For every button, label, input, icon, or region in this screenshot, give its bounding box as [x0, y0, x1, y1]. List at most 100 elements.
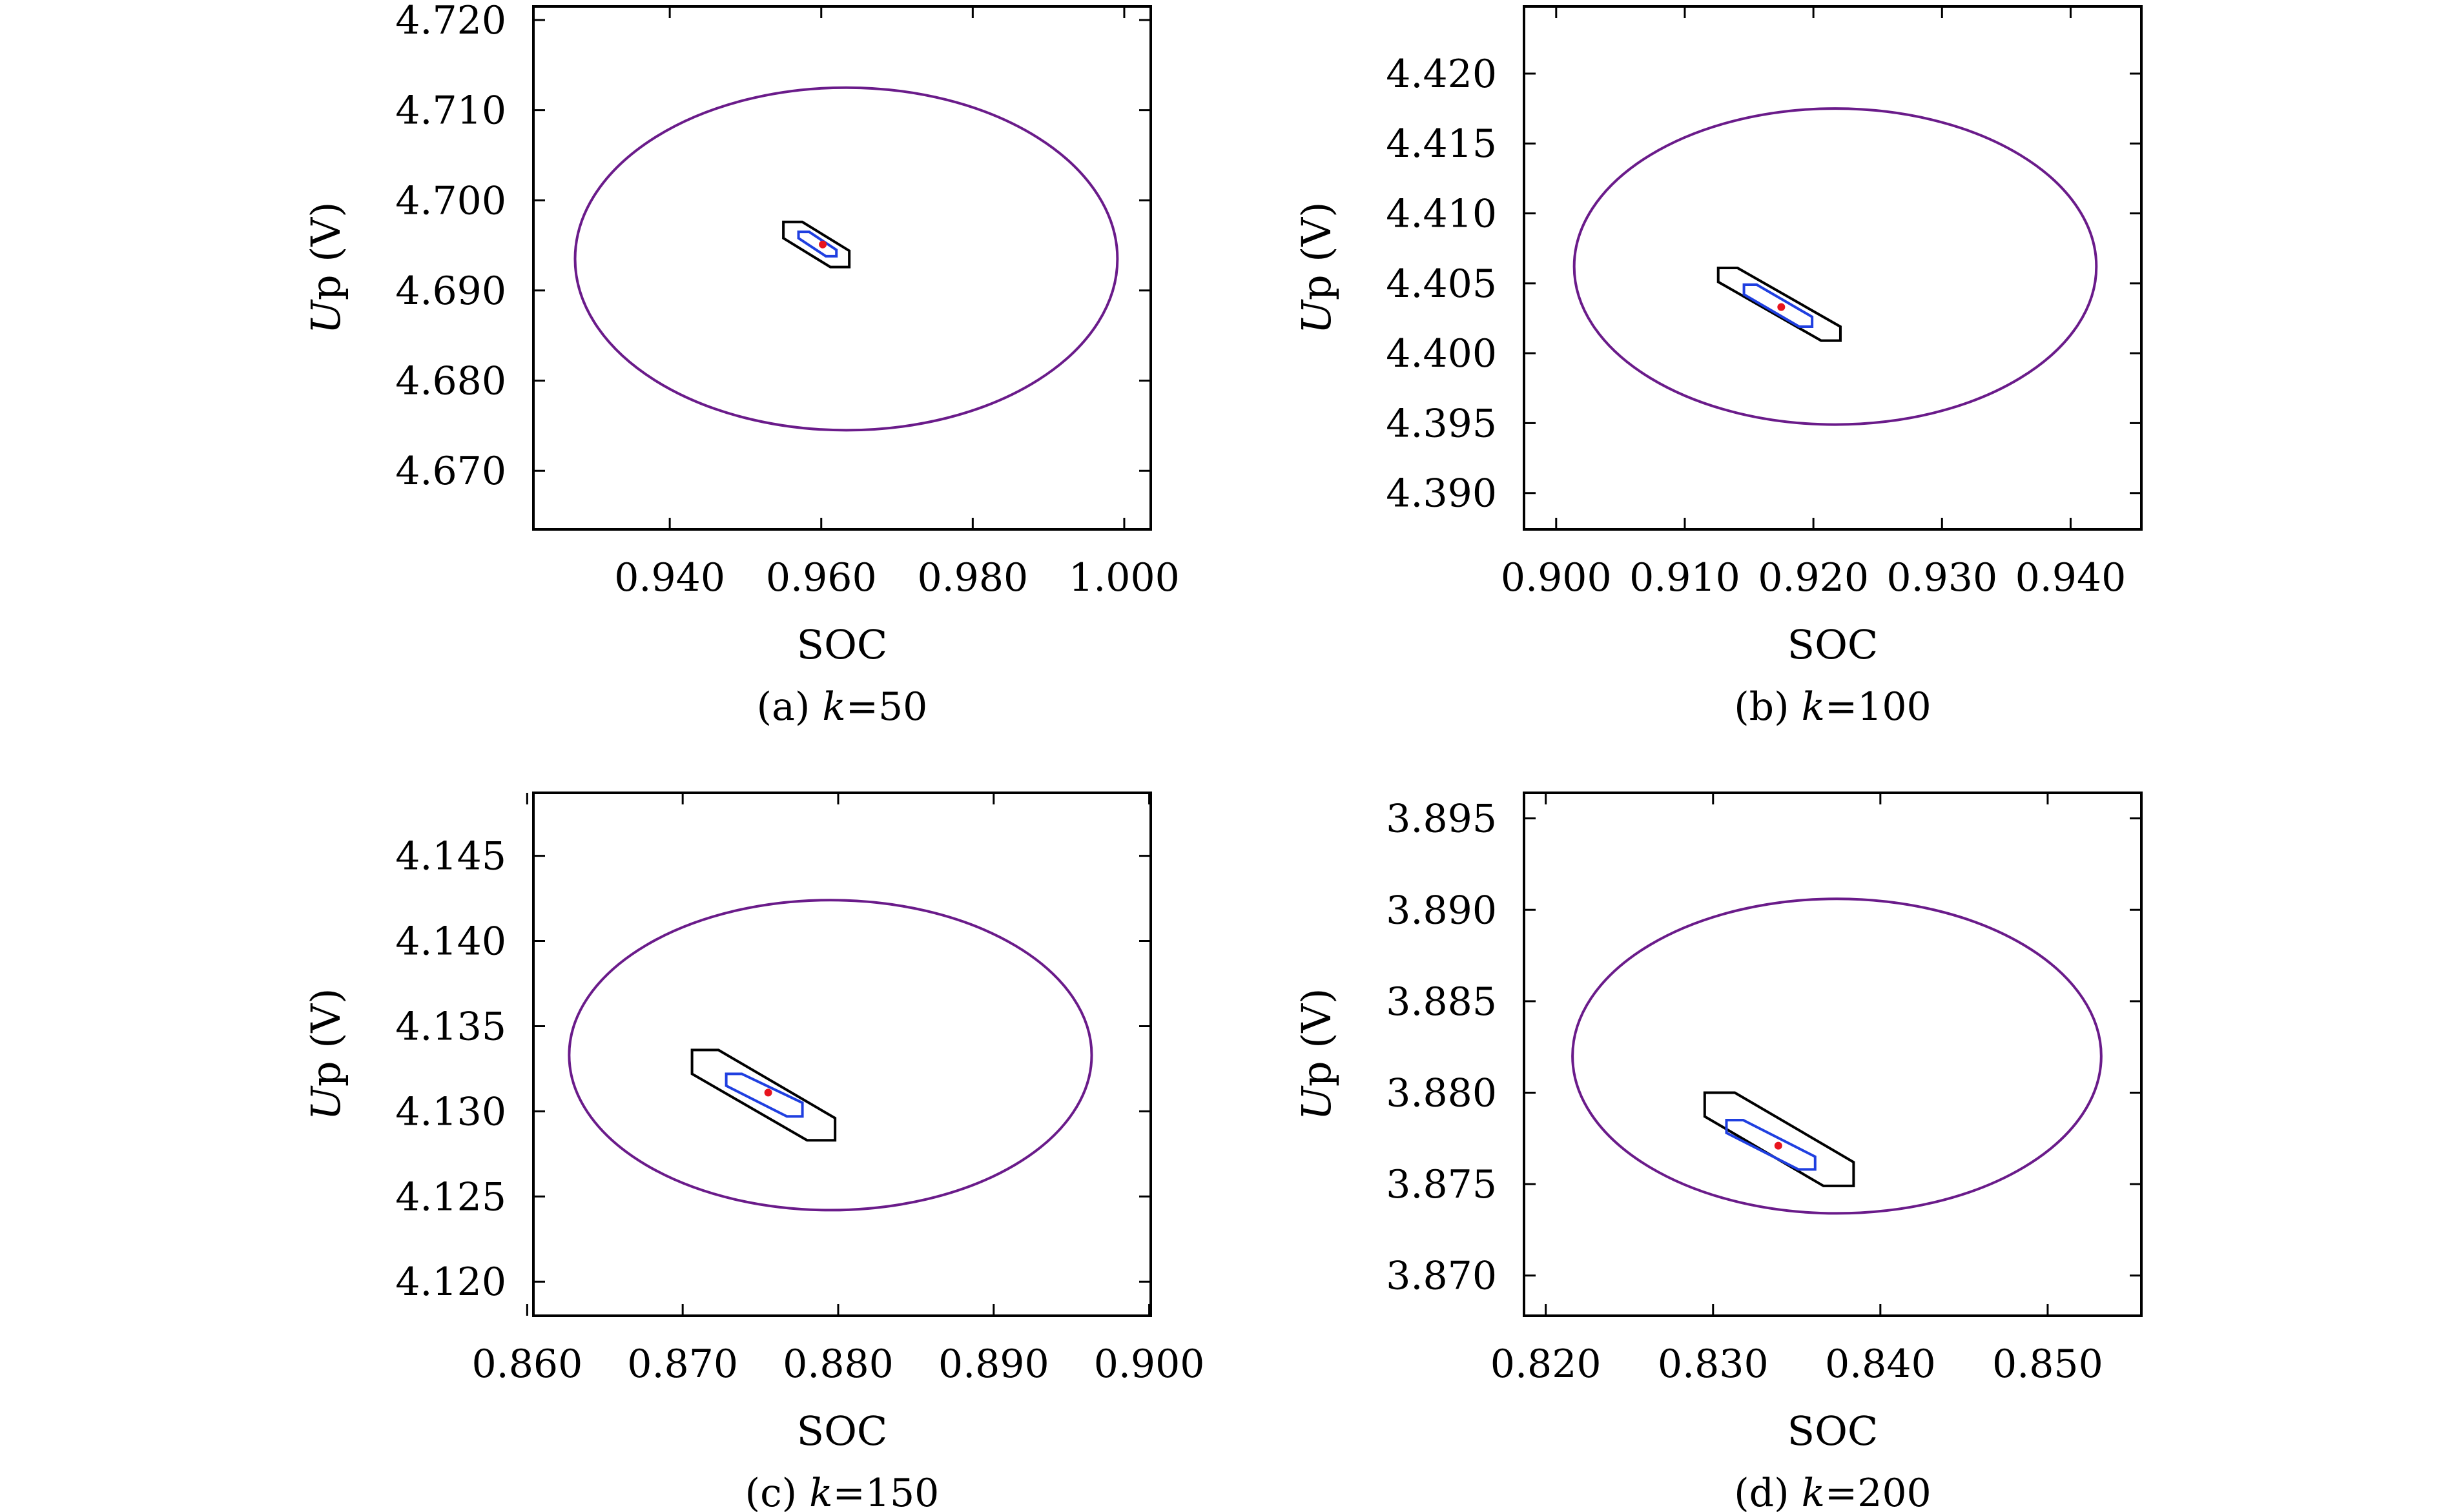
- y-axis-label-symbol: U: [1293, 1085, 1340, 1120]
- y-tick-label: 4.145: [395, 834, 506, 879]
- outer-polygon: [1716, 267, 1842, 342]
- y-tick-label: 3.880: [1386, 1070, 1497, 1116]
- y-axis-label-symbol: U: [302, 299, 349, 334]
- caption-value: 100: [1857, 684, 1931, 730]
- state-point: [764, 1088, 772, 1097]
- y-tick-label: 3.890: [1386, 888, 1497, 933]
- x-tick-label: 0.830: [1658, 1342, 1769, 1387]
- outer-polygon: [1703, 1091, 1855, 1187]
- y-tick-label: 4.140: [395, 919, 506, 965]
- caption-equals: =: [833, 1471, 865, 1512]
- x-axis-label: SOC: [797, 1407, 888, 1455]
- caption-variable: k: [809, 1471, 832, 1512]
- panel-caption: (a) k=50: [757, 684, 928, 730]
- y-tick-label: 4.120: [395, 1260, 506, 1305]
- y-axis-label-unit: p (V): [1293, 202, 1340, 301]
- y-axis-label: Up (V): [302, 202, 349, 334]
- x-axis-label: SOC: [1787, 1407, 1879, 1455]
- x-tick-label: 0.890: [938, 1342, 1049, 1387]
- y-tick-label: 4.710: [395, 88, 506, 134]
- y-tick-label: 4.390: [1386, 471, 1497, 516]
- plot-frame: [1523, 792, 2143, 1317]
- x-tick-label: 0.820: [1490, 1342, 1602, 1387]
- y-tick-label: 4.410: [1386, 192, 1497, 237]
- caption-prefix: (c): [745, 1471, 810, 1512]
- x-tick-label: 0.980: [917, 555, 1028, 600]
- x-tick-label: 0.850: [1992, 1342, 2103, 1387]
- y-axis-label-symbol: U: [1293, 299, 1340, 334]
- x-tick-label: 0.840: [1825, 1342, 1936, 1387]
- caption-variable: k: [822, 684, 845, 730]
- y-tick-label: 4.690: [395, 269, 506, 314]
- inner-polygon: [797, 230, 838, 258]
- panel-caption: (c) k=150: [745, 1471, 940, 1512]
- y-tick-label: 3.885: [1386, 979, 1497, 1025]
- y-tick-label: 4.135: [395, 1004, 506, 1049]
- y-axis-label-unit: p (V): [302, 988, 349, 1087]
- panel-caption: (b) k=100: [1734, 684, 1931, 730]
- panel-caption: (d) k=200: [1734, 1471, 1931, 1512]
- y-tick-label: 3.875: [1386, 1162, 1497, 1207]
- plot-frame: [1523, 5, 2143, 531]
- panel-c: 0.860 0.870 0.880 0.890 0.900 4.120 4.125 4.130…: [302, 792, 1205, 1512]
- x-axis-label: SOC: [797, 621, 888, 668]
- panel-a: 0.940 0.960 0.980 1.000 4.670 4.680 4.690 4.700…: [302, 0, 1180, 730]
- outer-ellipse: [573, 86, 1119, 432]
- y-tick-label: 4.680: [395, 359, 506, 404]
- x-tick-label: 0.900: [1501, 555, 1612, 600]
- inner-polygon: [725, 1072, 804, 1118]
- caption-prefix: (a): [757, 684, 823, 730]
- x-tick-label: 1.000: [1069, 555, 1180, 600]
- y-tick-label: 4.405: [1386, 261, 1497, 307]
- x-tick-label: 0.900: [1094, 1342, 1205, 1387]
- x-tick-label: 0.960: [766, 555, 877, 600]
- outer-polygon: [782, 220, 851, 269]
- x-tick-label: 0.870: [627, 1342, 738, 1387]
- x-tick-label: 0.940: [2015, 555, 2127, 600]
- outer-ellipse: [1572, 107, 2098, 426]
- state-point: [1774, 1141, 1782, 1150]
- plot-frame: [532, 792, 1152, 1317]
- y-tick-label: 4.700: [395, 178, 506, 223]
- caption-prefix: (b): [1734, 684, 1801, 730]
- caption-value: 50: [878, 684, 927, 730]
- caption-variable: k: [1802, 684, 1825, 730]
- x-tick-label: 0.880: [783, 1342, 894, 1387]
- state-point: [1777, 303, 1786, 311]
- x-axis-label: SOC: [1787, 621, 1879, 668]
- x-tick-label: 0.930: [1886, 555, 1997, 600]
- y-axis-label-symbol: U: [302, 1085, 349, 1120]
- outer-ellipse: [568, 899, 1093, 1212]
- outer-ellipse: [1571, 897, 2103, 1215]
- y-tick-label: 3.895: [1386, 797, 1497, 842]
- y-tick-label: 3.870: [1386, 1254, 1497, 1299]
- outer-polygon: [690, 1048, 837, 1142]
- y-axis-label: Up (V): [1293, 202, 1340, 334]
- x-tick-label: 0.920: [1758, 555, 1869, 600]
- caption-equals: =: [1825, 1471, 1857, 1512]
- caption-value: 150: [865, 1471, 940, 1512]
- y-tick-label: 4.125: [395, 1174, 506, 1220]
- state-point: [819, 240, 827, 249]
- plot-frame: [532, 5, 1152, 531]
- inner-polygon: [1725, 1118, 1817, 1171]
- caption-variable: k: [1802, 1471, 1825, 1512]
- panel-d: 0.820 0.830 0.840 0.850 3.870 3.875 3.880 3.885…: [1293, 792, 2143, 1512]
- y-tick-label: 4.720: [395, 0, 506, 43]
- x-tick-label: 0.940: [614, 555, 725, 600]
- y-tick-label: 4.415: [1386, 121, 1497, 167]
- x-tick-label: 0.860: [471, 1342, 582, 1387]
- y-tick-label: 4.420: [1386, 52, 1497, 97]
- panel-b: 0.900 0.910 0.920 0.930 0.940 4.390 4.395 4.400…: [1293, 5, 2143, 730]
- x-tick-label: 0.910: [1629, 555, 1740, 600]
- y-tick-label: 4.400: [1386, 331, 1497, 376]
- y-tick-label: 4.130: [395, 1089, 506, 1134]
- y-axis-label-unit: p (V): [1293, 988, 1340, 1087]
- y-axis-label-unit: p (V): [302, 202, 349, 301]
- y-axis-label: Up (V): [1293, 988, 1340, 1121]
- y-tick-label: 4.670: [395, 449, 506, 494]
- y-axis-label: Up (V): [302, 988, 349, 1121]
- inner-polygon: [1742, 283, 1814, 328]
- caption-equals: =: [1825, 684, 1857, 730]
